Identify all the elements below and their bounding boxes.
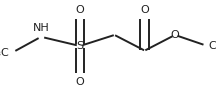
Text: O: O bbox=[140, 5, 149, 15]
Text: H₃C: H₃C bbox=[0, 48, 10, 58]
Text: NH: NH bbox=[33, 23, 49, 33]
Text: CH₃: CH₃ bbox=[208, 41, 216, 51]
Text: O: O bbox=[171, 30, 179, 40]
Text: O: O bbox=[76, 5, 84, 15]
Text: S: S bbox=[76, 41, 83, 51]
Text: O: O bbox=[76, 77, 84, 87]
